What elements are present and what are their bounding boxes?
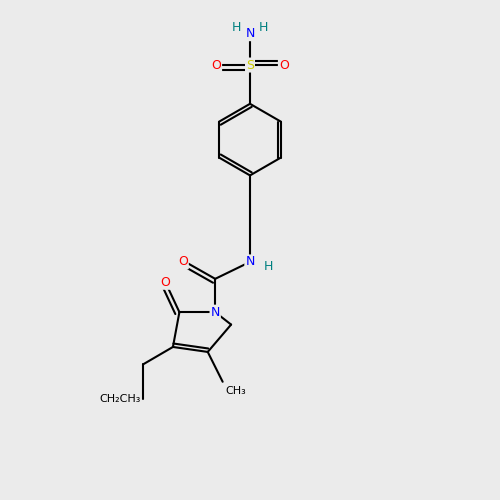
Text: H: H [264, 260, 274, 274]
Text: CH₂CH₃: CH₂CH₃ [99, 394, 140, 404]
Text: O: O [212, 58, 221, 71]
Text: N: N [210, 306, 220, 318]
Text: N: N [246, 27, 254, 40]
Text: H: H [259, 20, 268, 34]
Text: N: N [246, 256, 254, 268]
Text: H: H [232, 20, 241, 34]
Text: CH₃: CH₃ [225, 386, 246, 396]
Text: O: O [178, 256, 188, 268]
Text: O: O [160, 276, 170, 289]
Text: O: O [279, 58, 288, 71]
Text: S: S [246, 58, 254, 71]
